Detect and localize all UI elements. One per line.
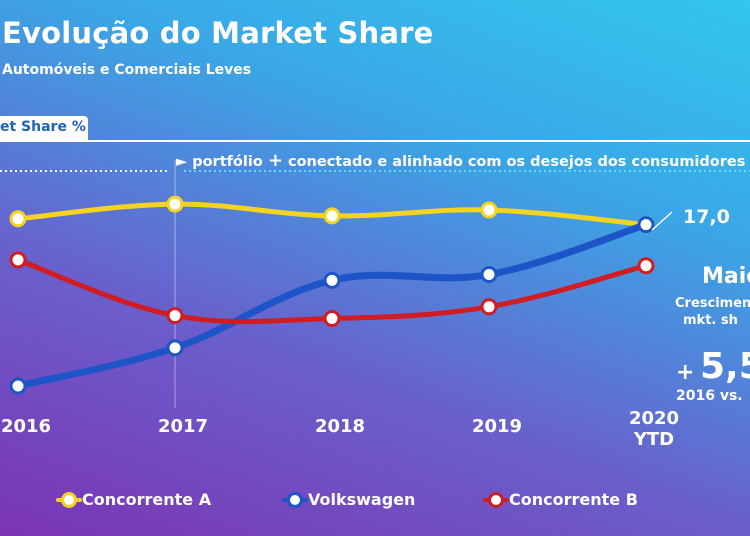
series-line-volkswagen <box>14 221 650 390</box>
legend-concorrente-b-mark <box>483 492 509 508</box>
side-comparison: 2016 vs. <box>676 388 743 404</box>
side-delta-plus: + <box>676 360 695 385</box>
side-delta-value: 5,5 <box>700 346 750 387</box>
legend-marks <box>56 492 509 508</box>
point-volkswagen-4 <box>637 216 655 234</box>
x-tick-label-0-line-0: 2016 <box>1 416 51 437</box>
x-tick-label-2-line-0: 2018 <box>315 416 365 437</box>
x-tick-label-4: 2020 YTD <box>629 408 679 450</box>
point-concorrente-b-1 <box>166 307 184 325</box>
x-tick-label-2: 2018 <box>315 416 365 437</box>
panel-divider <box>0 140 750 142</box>
value-callout-line <box>651 211 673 231</box>
x-tick-label-3-line-0: 2019 <box>472 416 522 437</box>
panel-tab <box>0 116 88 142</box>
page-subtitle: Automóveis e Comerciais Leves <box>2 62 252 78</box>
panel-tab-label: et Share % <box>0 119 86 135</box>
point-volkswagen-0 <box>9 377 27 395</box>
x-tick-label-3: 2019 <box>472 416 522 437</box>
legend-concorrente-b-marker <box>488 492 504 508</box>
point-concorrente-b-4 <box>637 257 655 275</box>
chart-legend: Concorrente A Volkswagen Concorrente B <box>0 480 750 536</box>
point-volkswagen-1 <box>166 339 184 357</box>
point-volkswagen-3 <box>480 266 498 284</box>
point-concorrente-b-3 <box>480 298 498 316</box>
point-concorrente-a-0 <box>9 210 27 228</box>
point-concorrente-a-2 <box>323 207 341 225</box>
point-concorrente-b-2 <box>323 310 341 328</box>
point-concorrente-a-1 <box>166 195 184 213</box>
point-concorrente-b-0 <box>9 251 27 269</box>
legend-concorrente-a-mark <box>56 492 82 508</box>
legend-concorrente-a-label: Concorrente A <box>82 490 212 509</box>
point-concorrente-a-3 <box>480 201 498 219</box>
x-tick-label-1-line-0: 2017 <box>158 416 208 437</box>
side-growth-line-1: Crescimen <box>675 296 750 311</box>
portfolio-plus: + <box>267 150 283 171</box>
legend-volkswagen-label: Volkswagen <box>308 490 416 509</box>
legend-concorrente-b-label: Concorrente B <box>509 490 638 509</box>
portfolio-suffix: conectado e alinhado com os desejos dos … <box>282 154 746 170</box>
side-major-label: Maio <box>702 264 750 289</box>
portfolio-prefix: ► portfólio <box>176 154 268 170</box>
volkswagen-end-value-label: 17,0 <box>683 206 730 228</box>
page-title: Evolução do Market Share <box>2 16 434 50</box>
x-tick-label-4-line-0: 2020 <box>629 408 679 429</box>
side-growth-line-2: mkt. sh <box>683 313 738 328</box>
x-tick-label-0: 2016 <box>1 416 51 437</box>
legend-concorrente-a-marker <box>61 492 77 508</box>
x-tick-label-1: 2017 <box>158 416 208 437</box>
legend-volkswagen-marker <box>287 492 303 508</box>
x-tick-label-4-line-1: YTD <box>633 429 674 450</box>
legend-volkswagen-mark <box>282 492 308 508</box>
point-volkswagen-2 <box>323 271 341 289</box>
chart-layer: 2016 2017 2018 2019 2020 YTD <box>0 160 750 450</box>
portfolio-annotation: ► portfólio + conectado e alinhado com o… <box>176 150 745 171</box>
